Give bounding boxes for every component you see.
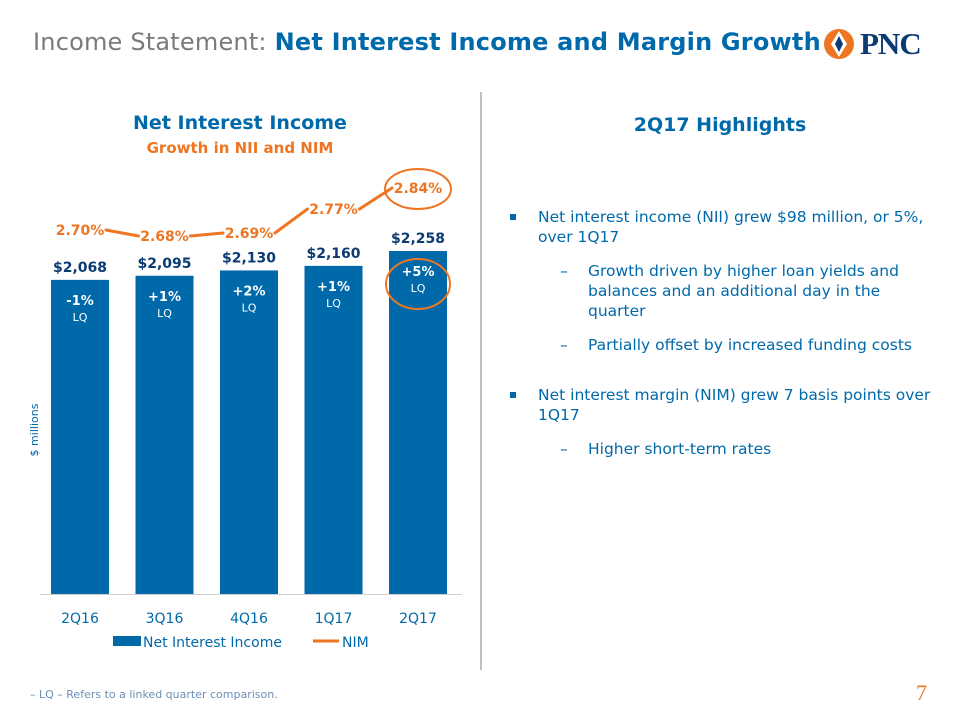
nii-change-suffix: LQ [157,307,172,320]
legend-label-nii: Net Interest Income [143,635,282,651]
highlight-sub-text: Partially offset by increased funding co… [588,336,913,354]
nii-bar [135,275,194,594]
nii-change-label: -1% [66,294,93,309]
nii-change-label: +2% [233,284,266,299]
pnc-logo: PNC [822,26,922,62]
nii-bar [51,279,109,594]
highlight-sub-text: Higher short-term rates [588,440,772,458]
nim-line-segment [273,207,309,235]
legend-label-nim: NIM [342,635,369,651]
nim-value-label: 2.68% [140,229,189,245]
nim-value-label: 2.70% [56,223,105,239]
highlights-title: 2Q17 Highlights [633,114,807,136]
nii-change-suffix: LQ [242,301,257,314]
bullet-square-icon [510,392,516,398]
highlight-sub-bullet: – Growth driven by higher loan yields an… [510,261,940,321]
highlight-sub-bullet: – Partially offset by increased funding … [510,335,940,355]
page-number: 7 [916,680,927,705]
highlight-bullet: Net interest margin (NIM) grew 7 basis p… [510,385,940,425]
x-tick-label: 3Q16 [146,611,184,627]
dash-marker: – [560,440,568,458]
nim-line-segment [358,186,394,211]
nii-value-label: $2,160 [306,246,360,262]
footnote: – LQ – Refers to a linked quarter compar… [30,688,278,701]
pnc-logo-icon [824,29,854,59]
slide-title: Income Statement: Net Interest Income an… [33,28,821,56]
chart-title: Net Interest Income [133,112,347,134]
x-tick-label: 2Q16 [61,611,99,627]
nim-value-label: 2.69% [225,226,274,242]
nii-change-suffix: LQ [326,297,341,310]
highlight-sub-bullet: – Higher short-term rates [510,439,940,459]
highlights-list: Net interest income (NII) grew $98 milli… [510,207,940,473]
nii-change-label: +1% [148,290,181,305]
nii-value-label: $2,068 [53,260,107,276]
slide-title-main: Net Interest Income and Margin Growth [274,28,821,56]
nii-change-suffix: LQ [411,282,426,295]
vertical-divider [480,92,482,670]
nii-value-label: $2,130 [222,250,276,266]
nii-bar [220,270,278,594]
slide-title-prefix: Income Statement: [33,28,267,56]
x-tick-label: 1Q17 [315,611,353,627]
change-highlight-circle [385,258,451,310]
nim-line-segment [104,228,140,238]
nii-value-label: $2,258 [391,231,445,247]
highlight-text: Net interest income (NII) grew $98 milli… [538,208,924,246]
nii-bar [304,265,363,594]
x-tick-label: 4Q16 [230,611,268,627]
nim-line-segment [189,231,225,238]
highlight-sub-text: Growth driven by higher loan yields and … [588,262,899,320]
y-axis-label: $ millions [28,403,41,456]
nii-change-label: +1% [317,280,350,295]
chart-subtitle: Growth in NII and NIM [146,139,334,157]
pnc-logo-text: PNC [860,26,922,61]
nim-highlight-circle [384,168,452,210]
highlight-text: Net interest margin (NIM) grew 7 basis p… [538,386,931,424]
bullet-square-icon [510,214,516,220]
highlight-bullet: Net interest income (NII) grew $98 milli… [510,207,940,247]
dash-marker: – [560,262,568,280]
nim-value-label: 2.77% [309,202,358,218]
nii-change-label: +5% [402,265,435,280]
nii-change-suffix: LQ [73,311,88,324]
nii-nim-chart: $2,068 -1% LQ 2Q16 $2,095 +1% LQ 3Q16 $2,130 +2% L… [28,168,462,651]
nim-value-label: 2.84% [394,181,443,197]
x-tick-label: 2Q17 [399,611,437,627]
legend-swatch-nii [113,636,141,646]
nii-value-label: $2,095 [137,256,191,272]
dash-marker: – [560,336,568,354]
